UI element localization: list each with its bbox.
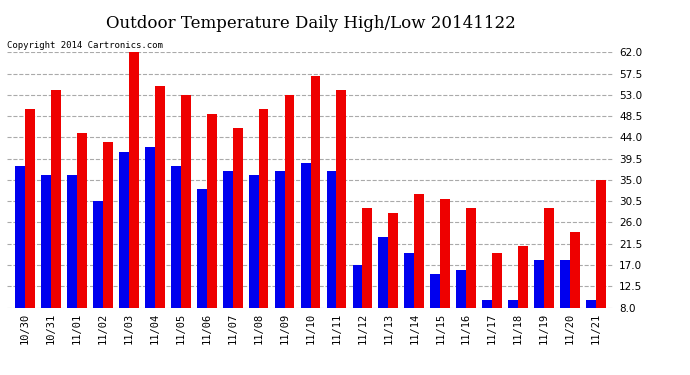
Bar [509, 300, 518, 345]
Bar [77, 133, 87, 345]
Bar [534, 260, 544, 345]
Text: Copyright 2014 Cartronics.com: Copyright 2014 Cartronics.com [7, 41, 163, 50]
Bar [197, 189, 207, 345]
Bar [67, 175, 77, 345]
Bar [466, 209, 476, 345]
Bar [431, 274, 440, 345]
Bar [233, 128, 242, 345]
Bar [248, 175, 259, 345]
Bar [41, 175, 51, 345]
Bar [337, 90, 346, 345]
Bar [171, 166, 181, 345]
Bar [155, 86, 165, 345]
Text: Outdoor Temperature Daily High/Low 20141122: Outdoor Temperature Daily High/Low 20141… [106, 15, 515, 32]
Bar [570, 232, 580, 345]
Bar [25, 109, 35, 345]
Bar [223, 171, 233, 345]
Bar [492, 253, 502, 345]
Bar [284, 95, 295, 345]
Bar [353, 265, 362, 345]
Bar [518, 246, 528, 345]
Bar [388, 213, 398, 345]
Bar [93, 201, 103, 345]
Bar [51, 90, 61, 345]
Bar [301, 164, 310, 345]
Bar [379, 237, 388, 345]
Bar [15, 166, 25, 345]
Bar [310, 76, 320, 345]
Bar [440, 199, 450, 345]
Bar [482, 300, 492, 345]
Bar [103, 142, 112, 345]
Bar [586, 300, 596, 345]
Bar [119, 152, 129, 345]
Bar [275, 171, 284, 345]
Bar [596, 180, 606, 345]
Bar [129, 48, 139, 345]
Bar [404, 253, 414, 345]
Bar [544, 209, 554, 345]
Bar [145, 147, 155, 345]
Bar [259, 109, 268, 345]
Bar [181, 95, 190, 345]
Bar [207, 114, 217, 345]
Bar [456, 270, 466, 345]
Bar [414, 194, 424, 345]
Bar [326, 171, 337, 345]
Bar [560, 260, 570, 345]
Bar [362, 209, 373, 345]
